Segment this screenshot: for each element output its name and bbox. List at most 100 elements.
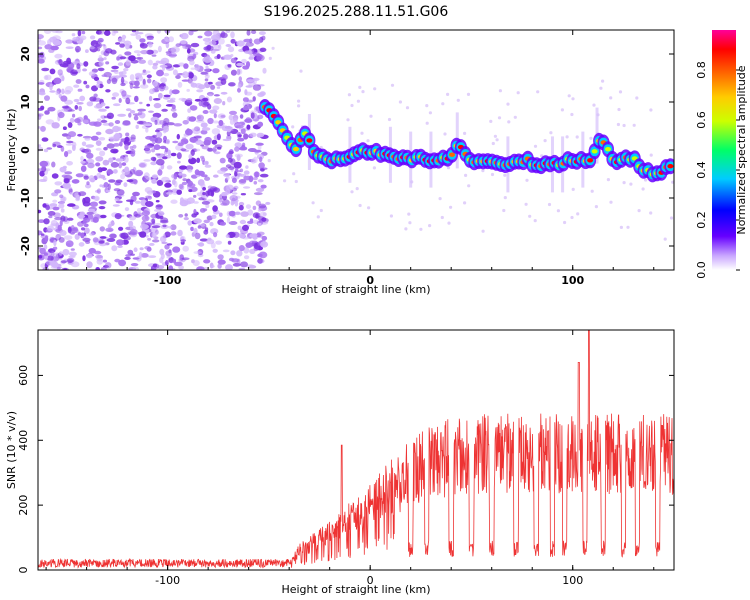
noise-speckle xyxy=(201,201,210,205)
noise-speckle xyxy=(242,105,250,111)
noise-speckle xyxy=(222,101,226,106)
noise-speckle xyxy=(61,174,68,178)
signal-scatter xyxy=(543,139,547,143)
noise-speckle xyxy=(244,50,253,54)
noise-speckle xyxy=(243,133,249,140)
noise-speckle xyxy=(196,266,205,270)
signal-scatter xyxy=(649,108,653,112)
snr-y-ticks: 0 200 400 600 xyxy=(17,365,674,574)
noise-speckle xyxy=(82,135,92,139)
signal-scatter xyxy=(350,103,354,108)
noise-speckle xyxy=(204,74,210,79)
noise-speckle xyxy=(254,171,259,178)
spectrogram-x-tick-label: -100 xyxy=(154,274,182,287)
signal-scatter xyxy=(622,123,626,128)
noise-speckle xyxy=(152,112,162,118)
noise-speckle xyxy=(243,175,252,181)
noise-speckle xyxy=(39,247,46,255)
noise-speckle xyxy=(244,91,253,96)
noise-speckle xyxy=(116,239,125,246)
noise-speckle xyxy=(125,94,132,98)
noise-speckle xyxy=(53,77,62,85)
spectrogram-y-tick-label: 10 xyxy=(19,94,32,110)
noise-speckle xyxy=(140,224,149,230)
noise-speckle xyxy=(228,114,234,121)
noise-speckle xyxy=(205,45,214,52)
noise-speckle xyxy=(123,156,129,163)
noise-speckle xyxy=(212,205,218,212)
noise-speckle xyxy=(75,173,84,178)
noise-speckle xyxy=(204,136,212,144)
signal-scatter xyxy=(635,96,639,100)
noise-speckle xyxy=(66,140,74,144)
noise-speckle xyxy=(225,164,232,169)
colorbar-gradient xyxy=(712,30,736,270)
noise-speckle xyxy=(243,255,250,260)
noise-speckle xyxy=(152,157,157,162)
noise-speckle xyxy=(242,236,250,240)
noise-speckle xyxy=(201,157,206,162)
noise-speckle xyxy=(38,246,42,250)
noise-speckle xyxy=(95,254,103,259)
noise-speckle xyxy=(138,197,146,201)
colorbar-label: Normalized spectral amplitude xyxy=(735,65,748,234)
noise-speckle xyxy=(108,157,114,163)
signal-scatter xyxy=(446,92,450,96)
noise-speckle xyxy=(255,187,265,192)
noise-speckle xyxy=(95,147,102,151)
noise-speckle xyxy=(229,110,237,115)
signal-scatter xyxy=(389,214,393,218)
noise-speckle xyxy=(237,83,242,89)
noise-speckle xyxy=(187,183,196,188)
noise-speckle xyxy=(59,219,63,227)
noise-speckle xyxy=(99,150,106,157)
signal-scatter xyxy=(663,237,667,241)
noise-speckle xyxy=(159,219,169,224)
noise-speckle xyxy=(245,42,254,47)
signal-scatter xyxy=(616,122,621,127)
noise-speckle xyxy=(164,182,172,188)
noise-speckle xyxy=(86,261,93,269)
noise-speckle xyxy=(50,250,55,257)
noise-speckle xyxy=(77,232,82,236)
noise-speckle xyxy=(163,94,171,98)
colorbar-tick-label: 0.2 xyxy=(695,211,708,229)
signal-scatter xyxy=(360,131,364,135)
noise-speckle xyxy=(144,245,151,250)
noise-speckle xyxy=(77,30,82,37)
signal-scatter xyxy=(358,203,362,208)
noise-speckle xyxy=(120,173,126,180)
noise-speckle xyxy=(145,70,151,74)
noise-speckle xyxy=(163,125,169,133)
snr-series-line xyxy=(38,330,674,569)
noise-speckle xyxy=(114,70,119,74)
noise-speckle xyxy=(132,257,140,260)
noise-speckle xyxy=(163,72,170,77)
noise-speckle xyxy=(57,224,62,232)
noise-speckle xyxy=(188,72,194,79)
noise-speckle xyxy=(138,161,148,169)
noise-speckle xyxy=(72,37,79,42)
noise-speckle xyxy=(108,122,114,127)
noise-speckle xyxy=(81,227,85,231)
noise-speckle xyxy=(189,105,198,111)
noise-speckle xyxy=(49,68,56,75)
signal-scatter xyxy=(567,94,571,98)
noise-speckle xyxy=(207,117,214,125)
colorbar-tick-label: 0.0 xyxy=(695,261,708,279)
noise-speckle xyxy=(191,213,197,218)
noise-speckle xyxy=(159,257,164,264)
noise-speckle xyxy=(204,227,209,232)
noise-speckle xyxy=(234,153,243,158)
noise-speckle xyxy=(117,37,126,43)
noise-speckle xyxy=(51,161,56,168)
signal-scatter xyxy=(350,190,354,194)
noise-speckle xyxy=(236,68,241,76)
noise-speckle xyxy=(111,96,116,100)
noise-speckle xyxy=(106,79,111,84)
noise-speckle xyxy=(121,162,127,166)
noise-speckle xyxy=(124,136,130,143)
noise-speckle xyxy=(212,105,220,111)
noise-speckle xyxy=(49,260,56,267)
noise-speckle xyxy=(252,177,258,181)
